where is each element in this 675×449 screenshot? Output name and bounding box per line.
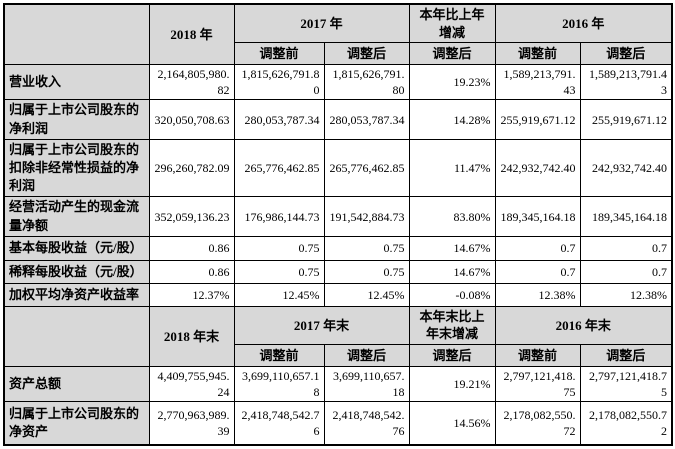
subheader-change-after: 调整后 (408, 42, 496, 66)
row-label: 稀释每股收益（元/股） (3, 259, 150, 284)
value-cell: 14.67% (408, 235, 496, 261)
value-cell: 265,776,462.85 (233, 138, 325, 198)
annual-header-row-2: 调整前 调整后 调整后 调整前 调整后 (4, 42, 673, 66)
value-cell: 19.21% (408, 365, 496, 403)
value-cell: 0.7 (579, 259, 673, 284)
subheader-2016-end-before: 调整前 (494, 343, 581, 367)
row-label: 归属于上市公司股东的净资产 (3, 401, 150, 446)
value-cell: 0.86 (148, 259, 235, 284)
table-row: 归属于上市公司股东的净利润 320,050,708.63 280,053,787… (3, 99, 673, 140)
row-label: 基本每股收益（元/股） (3, 235, 150, 261)
row-label: 归属于上市公司股东的净利润 (3, 99, 150, 140)
row-label: 经营活动产生的现金流量净额 (3, 196, 150, 237)
value-cell: 19.23% (408, 64, 496, 101)
value-cell: 14.56% (408, 401, 496, 446)
value-cell: 2,178,082,550.72 (494, 401, 581, 446)
value-cell: 255,919,671.12 (579, 99, 673, 140)
value-cell: 320,050,708.63 (148, 99, 235, 140)
row-label: 归属于上市公司股东的扣除非经常性损益的净利润 (3, 138, 150, 198)
row-label: 资产总额 (3, 365, 150, 403)
value-cell: 83.80% (408, 196, 496, 237)
value-cell: 189,345,164.18 (579, 196, 673, 237)
row-label: 加权平均净资产收益率 (3, 282, 150, 307)
value-cell: 12.45% (323, 282, 410, 307)
value-cell: 242,932,742.40 (494, 138, 581, 198)
value-cell: 4,409,755,945.24 (148, 365, 235, 403)
value-cell: 189,345,164.18 (494, 196, 581, 237)
row-label: 营业收入 (3, 64, 150, 101)
value-cell: 2,164,805,980.82 (148, 64, 235, 101)
value-cell: 265,776,462.85 (323, 138, 410, 198)
subheader-2017-end-before: 调整前 (233, 343, 325, 367)
yearend-header-row-1: 2018 年末 2017 年末 本年末比上 年末增减 2016 年末 (3, 305, 673, 367)
value-cell: 12.38% (579, 282, 673, 307)
value-cell: 0.75 (323, 235, 410, 261)
value-cell: 12.37% (148, 282, 235, 307)
col-header-2016: 2016 年 (494, 3, 673, 44)
subheader-2017-end-after: 调整后 (323, 343, 410, 367)
value-cell: 352,059,136.23 (148, 196, 235, 237)
value-cell: 0.75 (233, 235, 325, 261)
value-cell: 191,542,884.73 (323, 196, 410, 237)
value-cell: 14.67% (408, 259, 496, 284)
financial-summary-table: 2018 年 2017 年 本年比上年 增减 2016 年 调整前 调整后 调整… (3, 3, 674, 446)
value-cell: 2,797,121,418.75 (579, 365, 673, 403)
col-header-change-end: 本年末比上 年末增减 (408, 305, 496, 345)
subheader-2017-after: 调整后 (323, 42, 410, 66)
col-header-change: 本年比上年 增减 (408, 3, 496, 44)
value-cell: 280,053,787.34 (233, 99, 325, 140)
value-cell: 1,815,626,791.80 (323, 64, 410, 101)
col-header-2018: 2018 年 (148, 3, 235, 66)
table-row: 经营活动产生的现金流量净额 352,059,136.23 176,986,144… (3, 196, 673, 237)
value-cell: 2,418,748,542.76 (323, 401, 410, 446)
value-cell: 1,589,213,791.43 (579, 64, 673, 101)
value-cell: 11.47% (408, 138, 496, 198)
value-cell: 2,770,963,989.39 (148, 401, 235, 446)
table-row: 基本每股收益（元/股） 0.86 0.75 0.75 14.67% 0.7 0.… (3, 235, 673, 261)
annual-header-row-1: 2018 年 2017 年 本年比上年 增减 2016 年 (3, 3, 673, 66)
value-cell: 0.7 (494, 235, 581, 261)
value-cell: 242,932,742.40 (579, 138, 673, 198)
table-row: 稀释每股收益（元/股） 0.86 0.75 0.75 14.67% 0.7 0.… (3, 259, 673, 284)
corner-cell (3, 305, 150, 367)
value-cell: 2,178,082,550.72 (579, 401, 673, 446)
value-cell: 12.45% (233, 282, 325, 307)
table-row: 营业收入 2,164,805,980.82 1,815,626,791.80 1… (3, 64, 673, 101)
subheader-2016-after: 调整后 (579, 42, 673, 66)
value-cell: -0.08% (408, 282, 496, 307)
value-cell: 1,589,213,791.43 (494, 64, 581, 101)
col-header-2016-end: 2016 年末 (494, 305, 673, 345)
value-cell: 0.7 (579, 235, 673, 261)
col-header-2017: 2017 年 (233, 3, 410, 44)
value-cell: 0.86 (148, 235, 235, 261)
col-header-2017-end: 2017 年末 (233, 305, 410, 345)
subheader-2016-before: 调整前 (494, 42, 581, 66)
value-cell: 176,986,144.73 (233, 196, 325, 237)
table-row: 加权平均净资产收益率 12.37% 12.45% 12.45% -0.08% 1… (3, 282, 673, 307)
subheader-2016-end-after: 调整后 (579, 343, 673, 367)
value-cell: 2,418,748,542.76 (233, 401, 325, 446)
value-cell: 0.75 (323, 259, 410, 284)
value-cell: 280,053,787.34 (323, 99, 410, 140)
subheader-change-end-after: 调整后 (408, 343, 496, 367)
value-cell: 3,699,110,657.18 (323, 365, 410, 403)
value-cell: 3,699,110,657.18 (233, 365, 325, 403)
table-row: 归属于上市公司股东的净资产 2,770,963,989.39 2,418,748… (3, 401, 673, 446)
table-row: 资产总额 4,409,755,945.24 3,699,110,657.18 3… (3, 365, 673, 403)
value-cell: 14.28% (408, 99, 496, 140)
col-header-2018-end: 2018 年末 (148, 305, 235, 367)
value-cell: 296,260,782.09 (148, 138, 235, 198)
value-cell: 1,815,626,791.80 (233, 64, 325, 101)
value-cell: 12.38% (494, 282, 581, 307)
value-cell: 0.75 (233, 259, 325, 284)
value-cell: 2,797,121,418.75 (494, 365, 581, 403)
subheader-2017-before: 调整前 (233, 42, 325, 66)
table-row: 归属于上市公司股东的扣除非经常性损益的净利润 296,260,782.09 26… (3, 138, 673, 198)
value-cell: 0.7 (494, 259, 581, 284)
value-cell: 255,919,671.12 (494, 99, 581, 140)
corner-cell (3, 3, 150, 66)
